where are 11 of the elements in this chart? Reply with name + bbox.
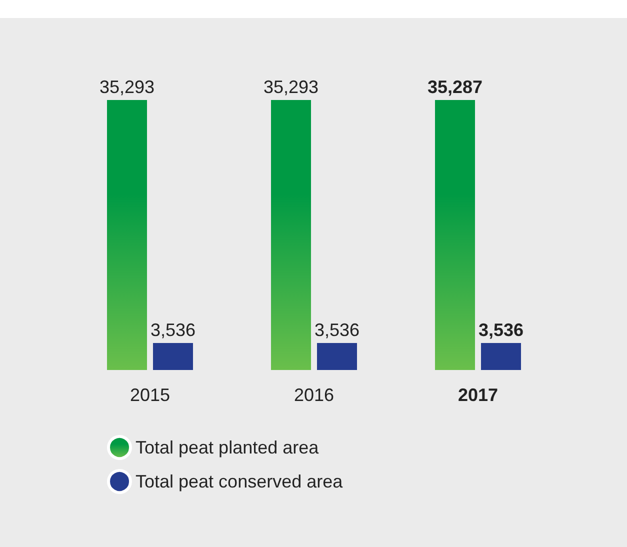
x-tick-label: 2017 xyxy=(458,385,498,405)
data-label: 35,293 xyxy=(263,77,319,98)
data-label: 35,287 xyxy=(427,77,483,98)
legend-label: Total peat conserved area xyxy=(136,472,344,492)
x-tick-label: 2015 xyxy=(130,385,170,405)
data-label: 3,536 xyxy=(150,320,196,340)
data-label: 3,536 xyxy=(478,320,524,340)
data-label: 35,293 xyxy=(99,77,155,98)
data-label: 3,536 xyxy=(314,320,360,340)
x-tick-label: 2016 xyxy=(294,385,334,405)
legend-label: Total peat planted area xyxy=(136,438,320,458)
